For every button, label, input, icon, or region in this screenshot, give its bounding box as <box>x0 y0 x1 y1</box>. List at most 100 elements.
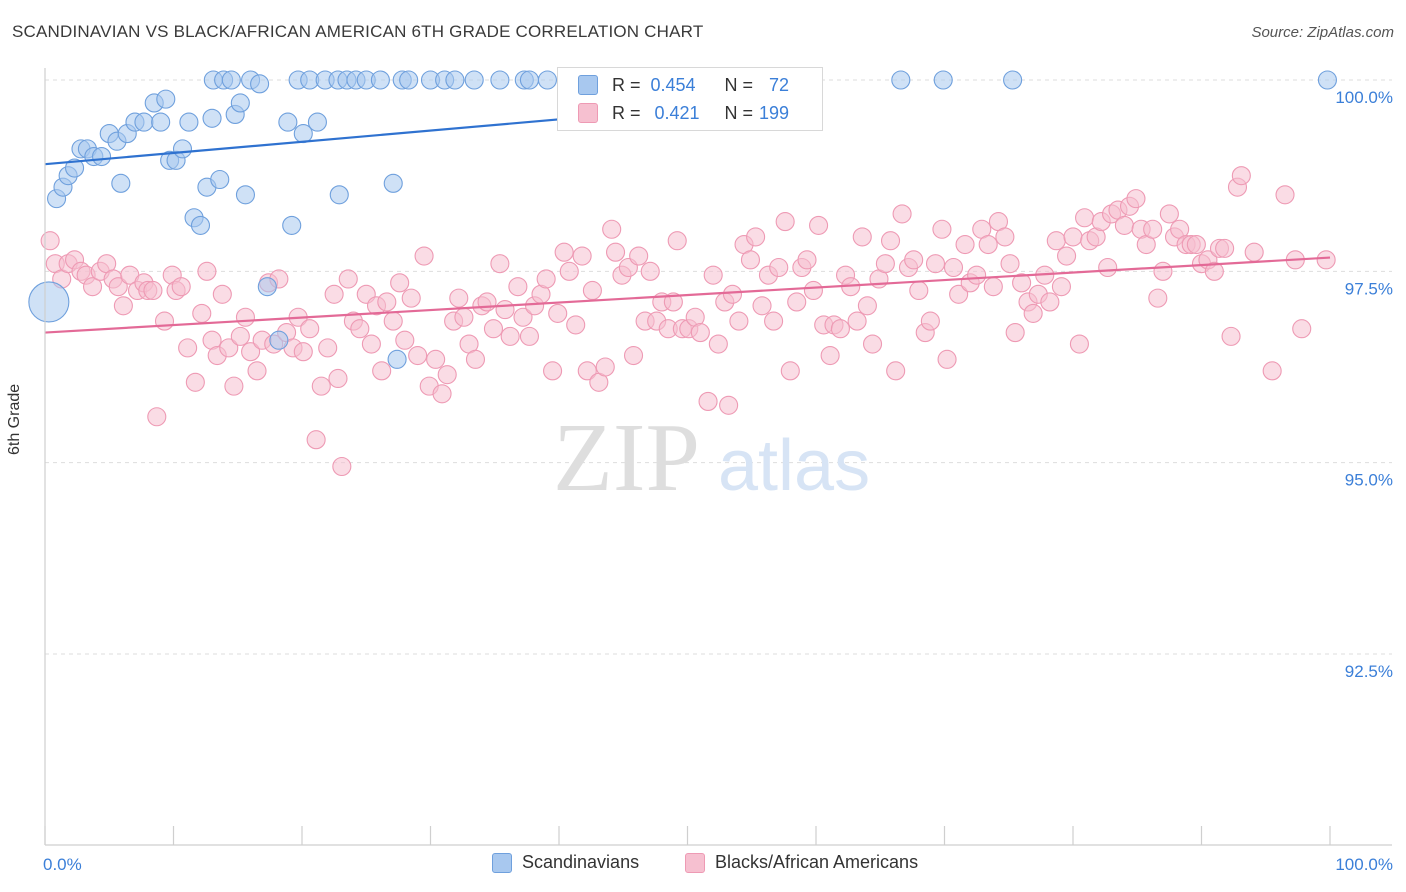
data-point <box>1316 250 1336 270</box>
data-point <box>880 231 901 251</box>
data-point <box>875 254 895 274</box>
data-point <box>1231 166 1251 186</box>
data-point <box>1003 70 1023 90</box>
data-point <box>500 326 520 346</box>
trend-lines <box>44 100 1331 334</box>
data-point <box>925 254 946 274</box>
pink-series-points <box>40 166 1336 477</box>
data-point <box>395 330 415 350</box>
data-point <box>361 334 381 354</box>
data-point <box>399 70 419 90</box>
data-point <box>197 261 217 281</box>
data-point <box>1040 292 1060 312</box>
data-point <box>978 234 998 255</box>
legend-label: Blacks/African Americans <box>715 852 919 872</box>
data-point <box>383 173 403 193</box>
data-point <box>282 215 302 235</box>
data-point <box>1292 319 1312 339</box>
data-point <box>372 361 392 381</box>
data-point <box>185 372 205 392</box>
data-point <box>1262 361 1282 381</box>
data-point <box>508 277 528 297</box>
data-point <box>640 261 660 281</box>
legend-item-scandinavians[interactable]: Scandinavians <box>492 852 639 873</box>
data-point <box>729 311 749 331</box>
data-point <box>401 288 421 308</box>
data-point <box>82 277 103 297</box>
data-point <box>852 227 872 247</box>
data-point <box>1244 242 1264 262</box>
data-point <box>1023 303 1043 323</box>
data-point <box>171 277 191 297</box>
data-point <box>698 391 718 411</box>
data-point <box>172 139 193 159</box>
data-point <box>803 280 823 301</box>
data-point <box>91 146 112 167</box>
data-point <box>408 345 428 366</box>
data-point <box>983 277 1003 297</box>
data-point <box>247 361 267 381</box>
data-point <box>955 234 975 255</box>
data-point <box>752 296 772 316</box>
data-point <box>943 257 964 278</box>
watermark-zip: ZIP <box>553 404 700 512</box>
data-point <box>230 326 250 346</box>
data-point <box>179 112 199 132</box>
data-point <box>892 204 912 224</box>
data-point <box>719 395 739 415</box>
pink-swatch <box>578 103 598 123</box>
r-label: R = <box>612 74 641 95</box>
data-point <box>108 277 128 297</box>
data-point <box>235 185 256 205</box>
data-point <box>787 292 807 312</box>
trend-line-blacks <box>44 256 1331 334</box>
y-tick-label: 95.0% <box>1345 471 1393 490</box>
data-point <box>426 349 446 369</box>
data-point <box>775 212 795 232</box>
data-point <box>559 261 579 281</box>
data-point <box>764 311 784 331</box>
legend-item-blacks[interactable]: Blacks/African Americans <box>685 852 918 873</box>
data-point <box>886 361 906 381</box>
data-point <box>269 330 289 350</box>
data-point <box>293 342 313 362</box>
data-point <box>623 345 644 366</box>
data-point <box>437 365 457 385</box>
data-point <box>328 368 348 389</box>
r-label: R = <box>612 102 641 123</box>
data-point <box>746 227 766 247</box>
data-point <box>224 376 244 396</box>
x-tick-label: 100.0% <box>1335 855 1393 874</box>
data-point <box>1126 189 1146 209</box>
data-point <box>338 269 358 289</box>
data-point <box>1000 254 1020 274</box>
n-label: N = <box>724 74 754 95</box>
data-point <box>932 219 952 239</box>
x-tick-label: 0.0% <box>43 855 82 874</box>
blue-series-points <box>28 70 1337 369</box>
data-point <box>332 456 352 477</box>
data-point <box>577 361 597 381</box>
data-point <box>454 307 474 327</box>
data-point <box>250 74 270 94</box>
data-point <box>995 227 1015 247</box>
data-point <box>904 250 924 270</box>
data-point <box>483 319 504 339</box>
data-point <box>143 280 163 301</box>
data-point <box>548 303 568 323</box>
data-point <box>967 265 987 285</box>
data-point <box>1186 234 1206 255</box>
data-point <box>909 280 929 301</box>
data-point <box>449 288 469 308</box>
n-label: N = <box>724 102 754 123</box>
data-point <box>797 250 817 270</box>
data-point <box>1057 246 1077 266</box>
data-point <box>230 93 250 113</box>
data-point <box>1051 277 1071 297</box>
axes: 0.0% 100.0% <box>43 68 1393 874</box>
data-point <box>1159 204 1179 224</box>
data-point <box>370 70 390 90</box>
n-value: 72 <box>769 74 790 95</box>
data-point <box>111 173 131 193</box>
